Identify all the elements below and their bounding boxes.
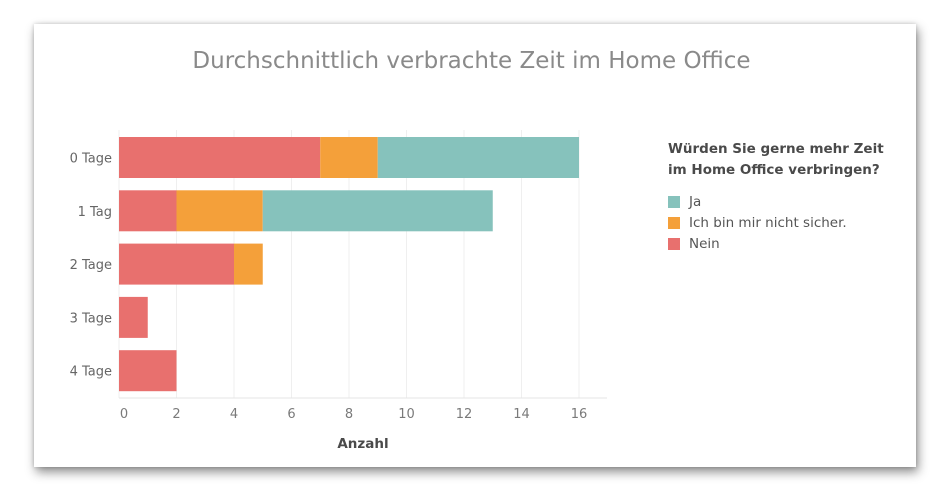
bar-segment (119, 243, 234, 285)
bar-segment (234, 243, 263, 285)
x-axis-label: Anzahl (337, 436, 388, 452)
legend: Würden Sie gerne mehr Zeit im Home Offic… (668, 139, 918, 254)
bar-segment (119, 296, 148, 338)
bar-segment (119, 137, 321, 178)
x-tick-label: 14 (513, 407, 530, 422)
bar-segment (377, 137, 579, 178)
x-tick-label: 16 (571, 407, 588, 422)
x-tick-label: 0 (120, 407, 128, 422)
legend-item[interactable]: Ich bin mir nicht sicher. (668, 212, 918, 233)
x-tick-label: 10 (398, 407, 415, 422)
x-tick-label: 6 (287, 407, 295, 422)
bar-segment (176, 190, 263, 232)
legend-item[interactable]: Ja (668, 191, 918, 212)
legend-label: Ich bin mir nicht sicher. (689, 214, 847, 231)
x-tick-label: 2 (172, 407, 180, 422)
y-tick-label: 4 Tage (70, 365, 112, 380)
chart-title: Durchschnittlich verbrachte Zeit im Home… (192, 48, 751, 74)
legend-swatch (668, 195, 680, 208)
y-tick-label: 2 Tage (70, 258, 112, 273)
x-tick-label: 4 (230, 407, 238, 422)
legend-label: Nein (689, 235, 720, 252)
x-tick-labels: 0 2 4 6 8 10 12 14 16 (120, 407, 587, 422)
legend-swatch (668, 237, 680, 250)
y-tick-label: 0 Tage (70, 152, 112, 167)
legend-title-line-2: im Home Office verbringen? (668, 162, 880, 178)
legend-items: Ja Ich bin mir nicht sicher. Nein (668, 191, 918, 254)
legend-swatch (668, 216, 680, 229)
legend-item[interactable]: Nein (668, 233, 918, 254)
bar-segment (119, 190, 177, 232)
y-tick-label: 1 Tag (78, 205, 112, 220)
bar-segment (262, 190, 493, 232)
bar-segment (119, 350, 177, 392)
bars-group (119, 137, 579, 392)
y-tick-labels: 0 Tage 1 Tag 2 Tage 3 Tage 4 Tage (70, 152, 112, 380)
legend-label: Ja (689, 193, 702, 210)
bar-segment (320, 137, 378, 178)
legend-title-line-1: Würden Sie gerne mehr Zeit (668, 141, 884, 157)
x-tick-label: 12 (456, 407, 473, 422)
y-tick-label: 3 Tage (70, 311, 112, 326)
legend-title: Würden Sie gerne mehr Zeit im Home Offic… (668, 139, 918, 181)
x-tick-label: 8 (345, 407, 353, 422)
